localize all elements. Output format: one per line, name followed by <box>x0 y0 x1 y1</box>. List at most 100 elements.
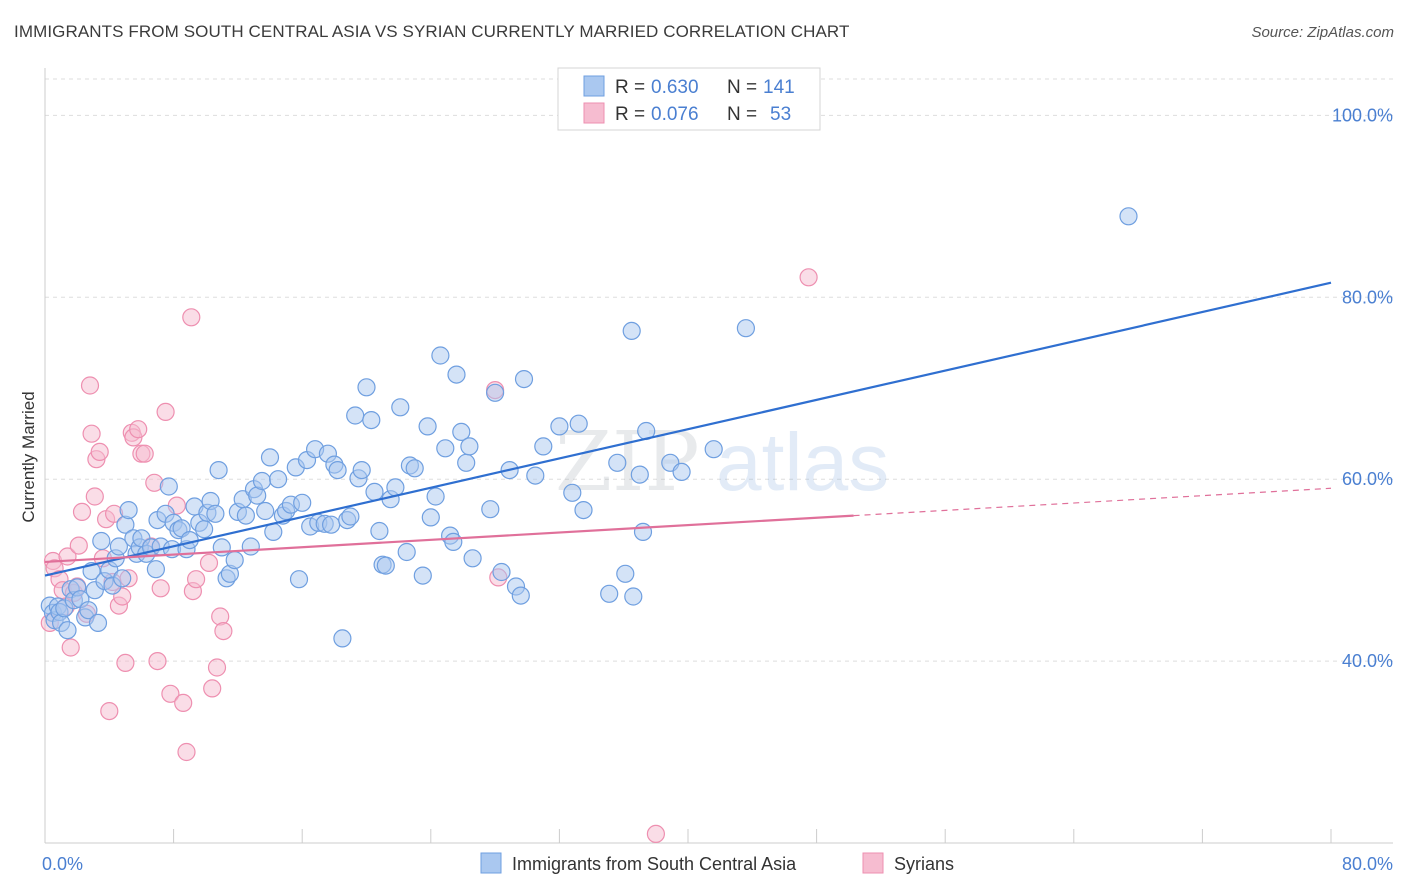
point-syrians-24 <box>116 653 135 673</box>
watermark: ZIP atlas <box>555 415 889 510</box>
point-syrians-43 <box>199 553 219 573</box>
trendline-syrians-solid <box>44 514 854 564</box>
trend-lines <box>44 281 1332 577</box>
legend-n-value-blue: 141 <box>763 77 795 98</box>
y-axis-label: Currently Married <box>19 391 38 522</box>
point-south-central-asia-89 <box>370 521 389 541</box>
point-south-central-asia-95 <box>397 542 416 562</box>
point-syrians-45 <box>207 658 227 677</box>
point-south-central-asia-61 <box>256 501 275 521</box>
point-south-central-asia-23 <box>113 569 132 588</box>
legend-r-label-pink: R = <box>615 104 645 125</box>
point-syrians-38 <box>174 693 193 713</box>
point-syrians-47 <box>214 621 233 641</box>
point-south-central-asia-135 <box>736 319 756 338</box>
point-south-central-asia-13 <box>79 601 98 620</box>
point-syrians-44 <box>203 679 222 698</box>
grid-lines <box>45 78 1393 662</box>
point-south-central-asia-108 <box>457 453 476 472</box>
point-south-central-asia-128 <box>624 587 643 606</box>
point-south-central-asia-116 <box>511 586 530 605</box>
point-south-central-asia-77 <box>322 515 341 534</box>
point-syrians-50 <box>100 701 119 721</box>
point-south-central-asia-42 <box>180 530 199 550</box>
y-tick-label-3: 40.0% <box>1342 651 1393 671</box>
point-syrians-11 <box>72 502 92 521</box>
point-syrians-13 <box>80 376 100 395</box>
point-south-central-asia-85 <box>352 461 371 480</box>
axes <box>44 68 1393 844</box>
point-syrians-30 <box>135 444 154 463</box>
point-south-central-asia-50 <box>212 538 231 557</box>
watermark-atlas: atlas <box>716 417 889 508</box>
point-south-central-asia-121 <box>563 483 582 502</box>
point-south-central-asia-22 <box>109 537 129 556</box>
chart-title: IMMIGRANTS FROM SOUTH CENTRAL ASIA VS SY… <box>14 22 850 41</box>
point-syrians-39 <box>177 742 196 762</box>
legend-label-syrians: Syrians <box>894 854 954 874</box>
point-south-central-asia-129 <box>630 465 649 484</box>
point-south-central-asia-103 <box>436 439 455 458</box>
point-south-central-asia-57 <box>241 537 260 556</box>
source-credit: Source: ZipAtlas.com <box>1251 24 1394 41</box>
point-south-central-asia-48 <box>206 504 225 523</box>
point-syrians-15 <box>85 487 104 506</box>
point-south-central-asia-113 <box>492 562 511 582</box>
point-syrians-36 <box>161 684 180 703</box>
point-south-central-asia-88 <box>365 482 384 501</box>
legend-series: Immigrants from South Central Asia Syria… <box>480 852 954 874</box>
point-south-central-asia-119 <box>534 437 553 456</box>
point-syrians-35 <box>156 402 175 421</box>
legend-swatch-south-central-asia <box>480 852 502 874</box>
point-syrians-52 <box>646 824 666 844</box>
legend-correlation: R = 0.630 N = 141 R = 0.076 N = 53 <box>557 67 821 131</box>
point-syrians-51 <box>799 268 818 287</box>
point-south-central-asia-70 <box>293 493 312 512</box>
legend-r-label-blue: R = <box>615 77 645 98</box>
point-south-central-asia-49 <box>209 461 228 480</box>
point-syrians-17 <box>90 442 109 461</box>
point-south-central-asia-97 <box>405 459 424 478</box>
point-south-central-asia-79 <box>328 461 347 480</box>
y-tick-label-1: 80.0% <box>1342 287 1393 307</box>
point-south-central-asia-123 <box>574 501 593 520</box>
y-tick-labels: 100.0% 80.0% 60.0% 40.0% <box>1332 105 1393 671</box>
point-syrians-28 <box>129 420 148 439</box>
point-south-central-asia-136 <box>1119 207 1138 226</box>
point-syrians-33 <box>148 651 167 671</box>
y-tick-label-2: 60.0% <box>1342 469 1393 489</box>
point-south-central-asia-112 <box>486 383 505 402</box>
legend-n-label-blue: N = <box>727 77 757 98</box>
point-south-central-asia-83 <box>346 406 365 425</box>
point-south-central-asia-130 <box>633 522 653 542</box>
x-tick-labels: 0.0% 80.0% <box>42 854 1393 874</box>
point-south-central-asia-32 <box>146 560 165 579</box>
x-tick-label-0: 0.0% <box>42 854 83 874</box>
legend-label-south-central-asia: Immigrants from South Central Asia <box>512 854 797 874</box>
point-south-central-asia-80 <box>333 629 352 648</box>
point-south-central-asia-126 <box>616 564 635 583</box>
legend-n-value-pink: 53 <box>770 104 791 125</box>
point-south-central-asia-105 <box>444 532 463 552</box>
point-south-central-asia-102 <box>431 346 450 365</box>
legend-swatch-pink <box>583 102 605 124</box>
point-south-central-asia-94 <box>391 398 410 417</box>
point-south-central-asia-82 <box>341 507 360 526</box>
point-south-central-asia-110 <box>463 549 482 568</box>
point-south-central-asia-109 <box>460 437 479 456</box>
point-syrians-42 <box>187 570 206 589</box>
legend-swatch-syrians <box>862 852 884 874</box>
point-south-central-asia-111 <box>481 500 500 519</box>
point-south-central-asia-134 <box>704 440 723 459</box>
x-tick-label-1: 80.0% <box>1342 854 1393 874</box>
point-south-central-asia-36 <box>159 477 178 496</box>
point-south-central-asia-7 <box>58 621 77 640</box>
point-south-central-asia-69 <box>289 570 309 589</box>
legend-r-value-pink: 0.076 <box>651 104 699 125</box>
point-south-central-asia-118 <box>526 466 545 485</box>
point-south-central-asia-91 <box>376 556 395 575</box>
y-tick-label-0: 100.0% <box>1332 105 1393 125</box>
point-south-central-asia-53 <box>225 550 244 570</box>
point-south-central-asia-16 <box>88 613 108 633</box>
